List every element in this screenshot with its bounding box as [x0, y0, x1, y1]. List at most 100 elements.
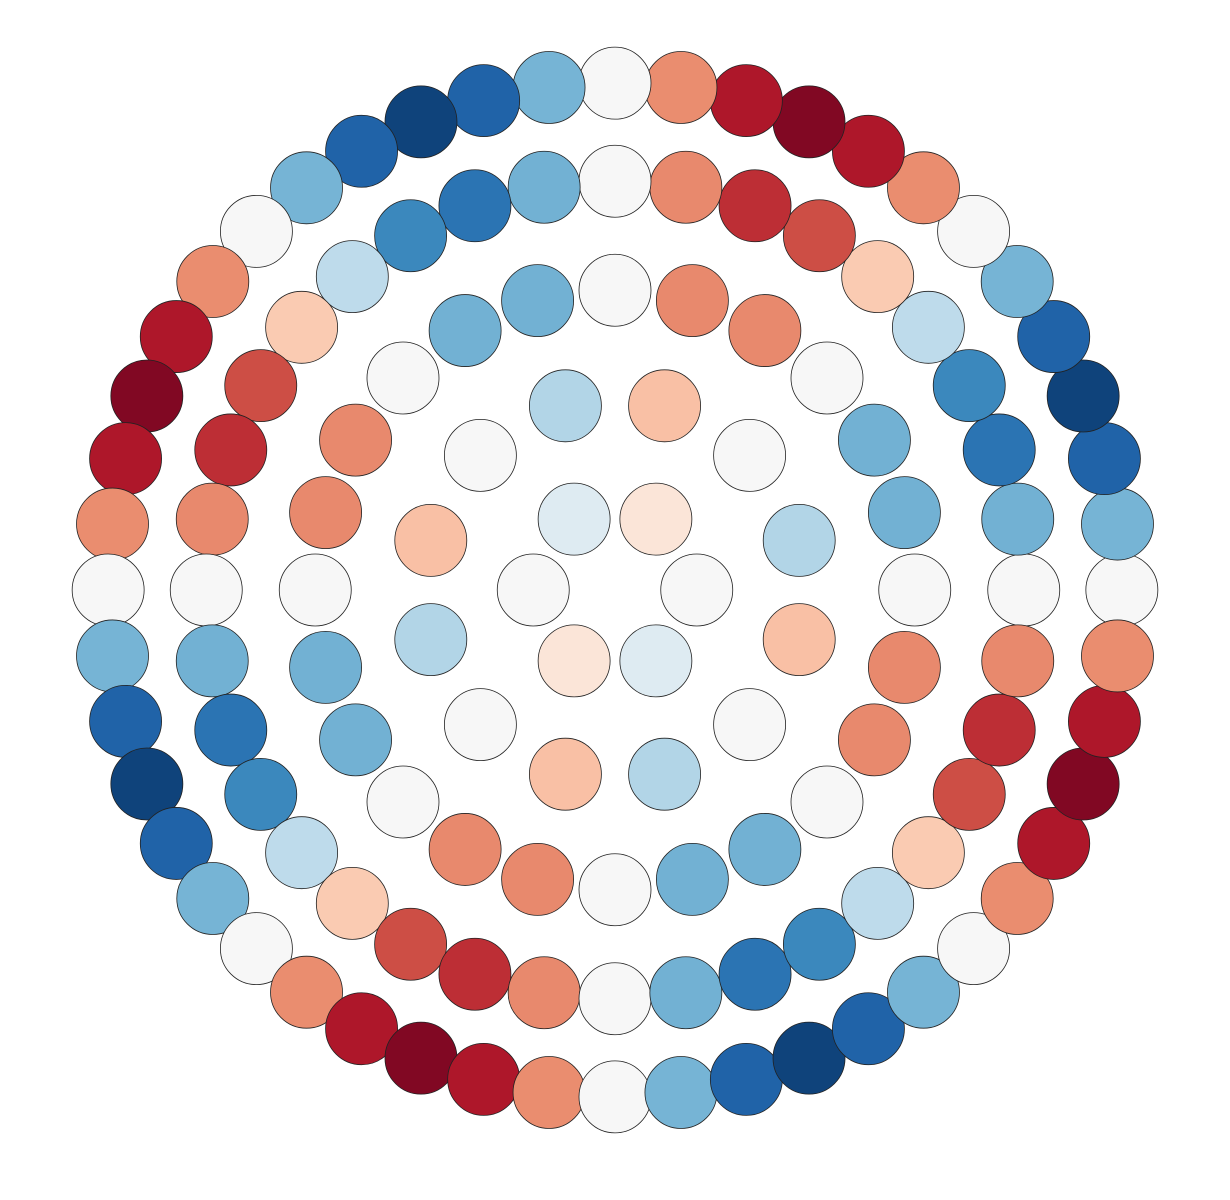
point — [1081, 487, 1154, 561]
point — [578, 46, 652, 120]
point — [1068, 684, 1141, 758]
point — [278, 553, 352, 627]
point — [1017, 300, 1091, 373]
point — [219, 194, 293, 268]
point — [289, 476, 363, 550]
point — [270, 151, 343, 225]
point — [265, 290, 339, 364]
point — [394, 504, 468, 577]
point — [89, 684, 162, 758]
point — [578, 1060, 652, 1134]
point — [175, 624, 249, 698]
point — [981, 482, 1055, 556]
point — [438, 169, 512, 243]
point — [832, 114, 905, 188]
point — [384, 1021, 458, 1095]
point — [644, 1056, 718, 1129]
point — [981, 624, 1055, 698]
point — [655, 842, 729, 916]
point — [655, 264, 729, 338]
point — [937, 912, 1011, 986]
point — [325, 992, 398, 1066]
point — [428, 294, 502, 367]
point — [194, 413, 268, 487]
point — [447, 1043, 521, 1116]
point — [224, 757, 298, 831]
point — [980, 862, 1054, 935]
point — [384, 85, 458, 159]
point — [628, 369, 701, 443]
point — [176, 862, 250, 935]
point — [224, 349, 298, 423]
point — [644, 51, 718, 124]
point — [790, 765, 864, 839]
point — [578, 144, 652, 218]
point — [782, 907, 856, 981]
point — [619, 624, 693, 698]
point — [443, 688, 517, 762]
point — [394, 603, 468, 676]
point — [366, 341, 440, 415]
point — [728, 294, 802, 367]
point — [578, 853, 652, 927]
point — [374, 907, 448, 981]
point — [219, 912, 293, 986]
point — [139, 300, 213, 373]
point — [76, 487, 149, 561]
point — [447, 64, 521, 137]
point — [315, 240, 389, 314]
point — [867, 476, 941, 550]
point — [76, 619, 149, 693]
point — [987, 553, 1061, 627]
point — [176, 245, 250, 318]
point — [718, 937, 792, 1011]
point — [110, 747, 184, 821]
point — [838, 703, 911, 777]
point — [619, 482, 693, 556]
point — [512, 51, 586, 124]
point — [709, 64, 783, 137]
point — [507, 956, 581, 1030]
point — [713, 418, 787, 492]
point — [175, 482, 249, 556]
point — [71, 553, 145, 627]
point — [790, 341, 864, 415]
point — [578, 253, 652, 327]
point — [891, 290, 965, 364]
point — [270, 955, 343, 1029]
point — [980, 245, 1054, 318]
point — [1068, 422, 1141, 496]
point — [838, 403, 911, 477]
point — [932, 757, 1006, 831]
point — [660, 553, 734, 627]
point — [841, 866, 915, 940]
point — [962, 693, 1036, 767]
point — [718, 169, 792, 243]
point — [319, 403, 392, 477]
point — [1085, 553, 1159, 627]
point — [867, 630, 941, 704]
point — [772, 1021, 846, 1095]
point — [649, 150, 723, 224]
point — [89, 422, 162, 496]
point — [891, 816, 965, 890]
point — [501, 842, 575, 916]
point — [289, 630, 363, 704]
point — [762, 504, 836, 577]
point — [1046, 747, 1120, 821]
point — [578, 962, 652, 1036]
point — [728, 813, 802, 886]
point — [1081, 619, 1154, 693]
point — [507, 150, 581, 224]
point — [110, 359, 184, 433]
point — [443, 418, 517, 492]
point — [709, 1043, 783, 1116]
point — [628, 737, 701, 811]
point — [1017, 807, 1091, 880]
point — [529, 737, 602, 811]
point — [325, 114, 398, 188]
point — [366, 765, 440, 839]
point — [315, 866, 389, 940]
